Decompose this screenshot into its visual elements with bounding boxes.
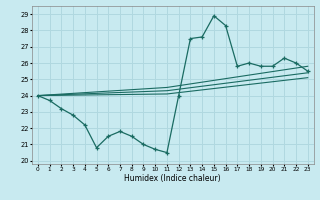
X-axis label: Humidex (Indice chaleur): Humidex (Indice chaleur) (124, 174, 221, 183)
